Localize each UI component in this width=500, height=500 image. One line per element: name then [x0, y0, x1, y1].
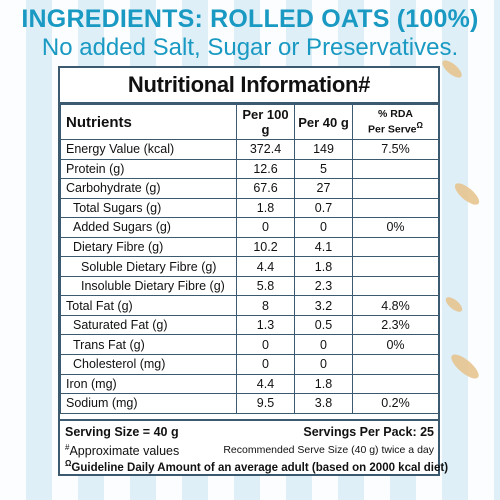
rda-value [352, 197, 439, 219]
nutrient-row: Cholesterol (mg) 0 0 [60, 354, 439, 375]
rda-value: 4.8% [352, 295, 439, 316]
nutrient-row: Dietary Fibre (g) 10.2 4.1 [60, 236, 439, 258]
per40-value: 2.3 [294, 275, 353, 297]
rda-value [352, 354, 439, 375]
per100-value: 0 [236, 354, 295, 375]
per40-value: 3.8 [294, 393, 353, 414]
approx-mark: # [65, 442, 70, 452]
nutrient-name: Total Sugars (g) [60, 197, 237, 219]
per100-value: 0 [236, 334, 295, 356]
gda-mark: Ω [65, 458, 72, 468]
per100-value: 5.8 [236, 275, 295, 297]
gda-text: Guideline Daily Amount of an average adu… [71, 461, 449, 474]
nutrient-name: Trans Fat (g) [60, 334, 237, 356]
rda-value [352, 256, 439, 277]
rda-value [352, 275, 439, 297]
col-header-nutrients: Nutrients [60, 104, 237, 140]
ingredients-header: INGREDIENTS: ROLLED OATS (100%) No added… [0, 4, 500, 62]
rda-mark: Ω [416, 120, 423, 130]
rda-value [352, 158, 439, 180]
col-header-rda: % RDA Per ServeΩ [352, 104, 439, 140]
rda-value: 7.5% [352, 139, 439, 160]
nutrient-row: Total Fat (g) 8 3.2 4.8% [60, 295, 439, 316]
rda-value [352, 236, 439, 258]
nutrient-name: Carbohydrate (g) [60, 178, 237, 199]
rda-value: 0% [352, 334, 439, 356]
per100-value: 12.6 [236, 158, 295, 180]
per40-value: 1.8 [294, 256, 353, 277]
rda-value: 0% [352, 217, 439, 238]
nutrient-name: Energy Value (kcal) [60, 139, 237, 160]
rda-label: % RDA [377, 107, 413, 120]
nutrient-row: Trans Fat (g) 0 0 0% [60, 334, 439, 356]
servings-per-pack: Servings Per Pack: 25 [303, 424, 434, 439]
nutrient-row: Carbohydrate (g) 67.6 27 [60, 178, 439, 199]
nutrient-name: Total Fat (g) [60, 295, 237, 316]
per40-value: 0 [294, 334, 353, 356]
nutrition-table: Nutrients Per 100 g Per 40 g % RDA Per S… [60, 104, 439, 414]
nutrient-name: Insoluble Dietary Fibre (g) [60, 275, 237, 297]
col-header-per100: Per 100 g [236, 104, 295, 140]
per100-value: 67.6 [236, 178, 295, 199]
nutrient-name: Dietary Fibre (g) [60, 236, 237, 258]
nutrient-name: Saturated Fat (g) [60, 314, 237, 336]
per100-value: 372.4 [236, 139, 295, 160]
nutrient-name: Protein (g) [60, 158, 237, 180]
per100-value: 9.5 [236, 393, 295, 414]
nutrition-panel: Nutritional Information# Nutrients Per 1… [58, 66, 448, 476]
table-header-row: Nutrients Per 100 g Per 40 g % RDA Per S… [60, 104, 439, 140]
per40-value: 0.5 [294, 314, 353, 336]
per40-value: 149 [294, 139, 353, 160]
approx-note: #Approximate values Recommended Serve Si… [60, 439, 438, 458]
serving-size: Serving Size = 40 g [65, 424, 179, 439]
per100-value: 4.4 [236, 373, 295, 395]
per40-value: 27 [294, 178, 353, 199]
no-additives-line: No added Salt, Sugar or Preservatives. [41, 34, 459, 61]
ingredients-line: INGREDIENTS: ROLLED OATS (100%) [21, 5, 479, 33]
rda-value [352, 178, 439, 199]
approx-text: Approximate values [69, 443, 180, 458]
nutrient-row: Added Sugars (g) 0 0 0% [60, 217, 439, 238]
nutrient-name: Soluble Dietary Fibre (g) [60, 256, 237, 277]
per100-value: 8 [236, 295, 295, 316]
col-header-per40: Per 40 g [294, 104, 353, 140]
nutrient-row: Iron (mg) 4.4 1.8 [60, 373, 439, 395]
per40-value: 0 [294, 217, 353, 238]
per100-value: 1.3 [236, 314, 295, 336]
nutrient-row: Sodium (mg) 9.5 3.8 0.2% [60, 393, 439, 414]
per40-value: 3.2 [294, 295, 353, 316]
per40-value: 1.8 [294, 373, 353, 395]
rda-value: 0.2% [352, 393, 439, 414]
recommended-serve: Recommended Serve Size (40 g) twice a da… [223, 443, 434, 456]
nutrient-row: Total Sugars (g) 1.8 0.7 [60, 197, 439, 219]
nutrition-title: Nutritional Information# [60, 68, 438, 104]
nutrient-name: Sodium (mg) [60, 393, 237, 414]
rda-value: 2.3% [352, 314, 439, 336]
per100-value: 10.2 [236, 236, 295, 258]
section-divider [60, 414, 438, 421]
rda-sublabel: Per Serve [368, 123, 417, 136]
nutrient-row: Saturated Fat (g) 1.3 0.5 2.3% [60, 314, 439, 336]
gda-note: ΩGuideline Daily Amount of an average ad… [60, 458, 448, 474]
nutrient-row: Protein (g) 12.6 5 [60, 158, 439, 180]
nutrient-row: Soluble Dietary Fibre (g) 4.4 1.8 [60, 256, 439, 277]
per100-value: 0 [236, 217, 295, 238]
per100-value: 1.8 [236, 197, 295, 219]
per40-value: 4.1 [294, 236, 353, 258]
nutrient-name: Iron (mg) [60, 373, 237, 395]
serving-info: Serving Size = 40 g Servings Per Pack: 2… [60, 421, 438, 439]
nutrient-row: Energy Value (kcal) 372.4 149 7.5% [60, 139, 439, 160]
per40-value: 5 [294, 158, 353, 180]
nutrient-row: Insoluble Dietary Fibre (g) 5.8 2.3 [60, 275, 439, 297]
rda-value [352, 373, 439, 395]
per100-value: 4.4 [236, 256, 295, 277]
per40-value: 0.7 [294, 197, 353, 219]
nutrient-name: Added Sugars (g) [60, 217, 237, 238]
nutrient-name: Cholesterol (mg) [60, 354, 237, 375]
per40-value: 0 [294, 354, 353, 375]
